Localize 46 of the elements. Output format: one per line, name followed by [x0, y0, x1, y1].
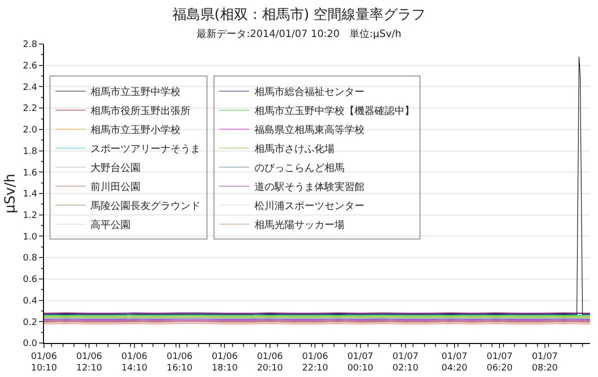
- legend-label: スポーツアリーナそうま: [90, 144, 200, 156]
- legend-label: 相馬市立玉野小学校: [90, 124, 180, 136]
- legend-label: 高平公園: [90, 219, 130, 232]
- legend-label: 前川田公園: [90, 181, 140, 194]
- legend-label: 相馬市立玉野中学校【機器確認中】: [254, 105, 414, 118]
- legend-label: 相馬市総合福祉センター: [254, 86, 364, 98]
- y-tick-label: 1.6: [22, 168, 38, 178]
- chart-subtitle: 最新データ:2014/01/07 10:20 単位:μSv/h: [196, 28, 402, 40]
- y-tick-label: 2.6: [22, 62, 38, 72]
- legend-label: 相馬光陽サッカー場: [254, 219, 344, 232]
- x-tick-label: 01/07 02:10: [392, 352, 419, 374]
- x-tick-label: 01/07 00:10: [347, 352, 374, 374]
- legend-label: 大野台公園: [90, 162, 140, 174]
- y-tick-label: 1.8: [22, 146, 38, 157]
- y-tick-label: 2.2: [22, 104, 38, 114]
- legend-label: 相馬市立玉野中学校: [90, 86, 180, 98]
- y-tick-label: 2.4: [22, 82, 38, 93]
- x-tick-label: 01/06 14:10: [121, 352, 148, 374]
- y-tick-label: 0.8: [22, 254, 38, 264]
- legend-label: 道の駅そうま体験実習館: [254, 181, 364, 194]
- x-tick-label: 01/07 04:20: [441, 352, 468, 374]
- x-tick-label: 01/06 10:10: [31, 352, 58, 374]
- legend-label: 馬陵公園長友グラウンド: [89, 200, 200, 212]
- x-tick-label: 01/06 20:10: [256, 352, 284, 374]
- y-tick-label: 0.2: [22, 318, 38, 328]
- x-tick-label: 01/06 16:10: [166, 352, 193, 374]
- legend-label: 松川浦スポーツセンター: [254, 200, 364, 212]
- x-tick-label: 01/06 18:10: [212, 352, 238, 374]
- y-tick-label: 0.0: [22, 339, 38, 350]
- y-tick-label: 1.4: [22, 190, 38, 200]
- y-tick-label: 2.0: [22, 126, 38, 136]
- legend-label: のびっこらんど相馬: [254, 162, 344, 174]
- x-tick-label: 01/07 08:20: [532, 352, 558, 374]
- y-tick-label: 1.0: [22, 232, 38, 242]
- y-axis-title: μSv/h: [2, 174, 18, 214]
- x-tick-label: 01/07 06:20: [486, 352, 513, 374]
- legend-label: 相馬市さけふ化場: [254, 143, 334, 156]
- y-tick-label: 0.4: [22, 296, 38, 306]
- y-tick-label: 0.6: [22, 275, 38, 286]
- x-tick-label: 01/06 12:10: [76, 352, 102, 374]
- y-tick-label: 2.8: [22, 40, 38, 50]
- legend-label: 相馬市役所玉野出張所: [90, 105, 190, 118]
- legend-label: 福島県立相馬東高等学校: [254, 124, 364, 136]
- x-tick-label: 01/06 22:10: [302, 352, 328, 374]
- y-tick-label: 1.2: [22, 211, 38, 222]
- chart-title: 福島県(相双：相馬市) 空間線量率グラフ: [172, 6, 426, 23]
